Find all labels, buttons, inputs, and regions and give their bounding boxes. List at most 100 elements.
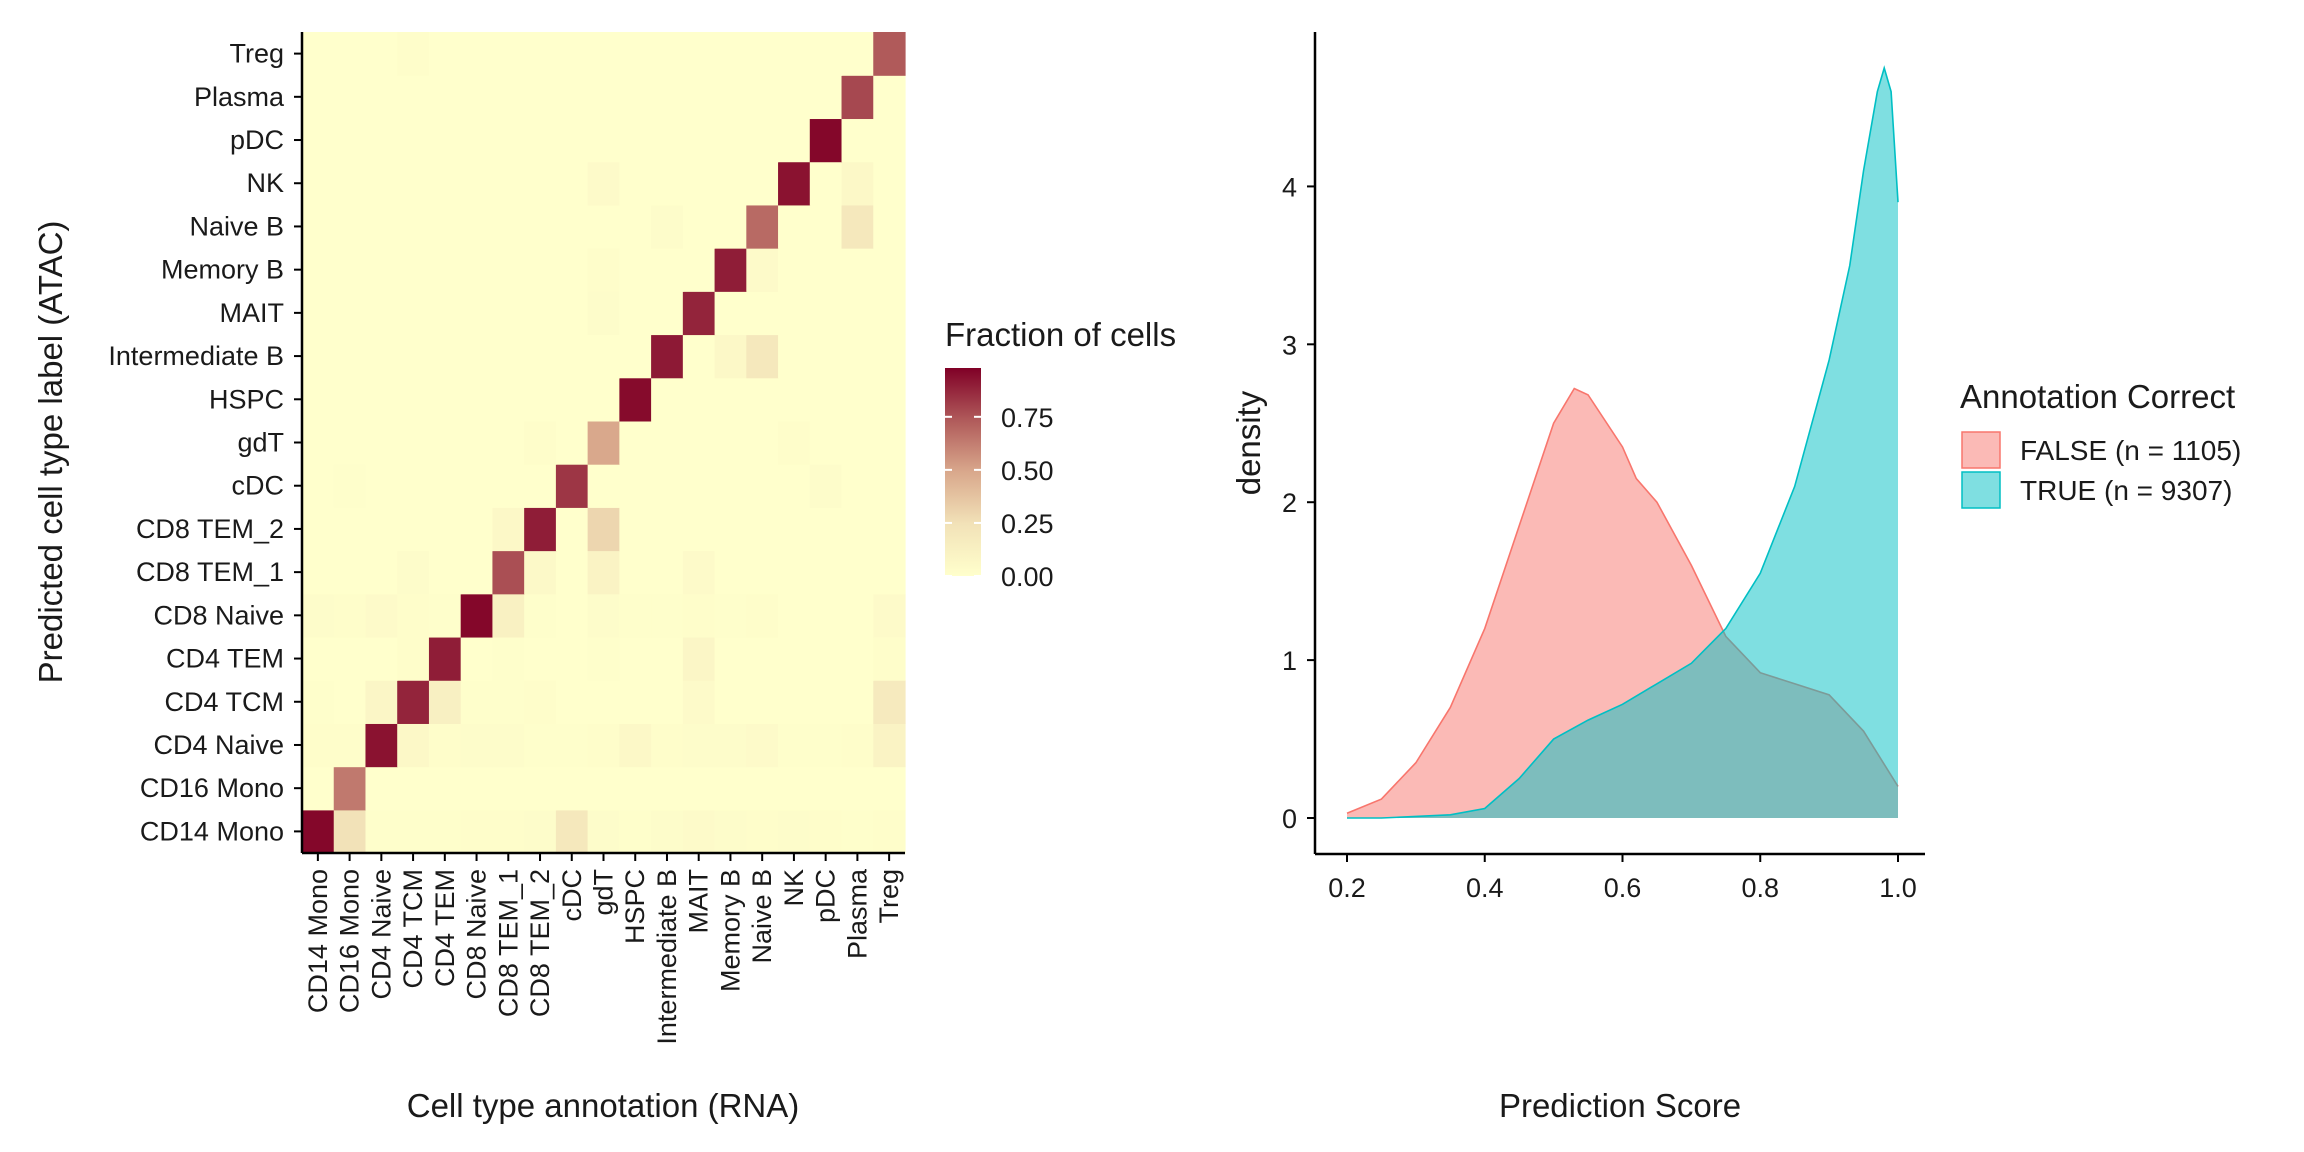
heatmap-cell	[619, 161, 652, 206]
density-areas	[1346, 65, 1899, 819]
heatmap-cell	[619, 248, 652, 292]
colorbar-tick-label: 0.75	[1001, 403, 1054, 433]
density-x-tick-label: 0.2	[1328, 873, 1366, 903]
heatmap-cell	[714, 550, 747, 595]
heatmap-cell	[841, 464, 874, 508]
heatmap-y-tick-label: Intermediate B	[108, 341, 284, 371]
heatmap-cell	[746, 248, 779, 292]
heatmap-cell	[555, 377, 589, 422]
heatmap-cell	[778, 420, 811, 465]
heatmap-y-tick-label: CD4 Naive	[153, 730, 284, 760]
heatmap-cell	[555, 161, 589, 206]
heatmap-cell	[651, 809, 684, 854]
heatmap-cell	[746, 75, 779, 120]
heatmap-x-tick-label: HSPC	[620, 869, 650, 944]
heatmap-x-tick-label: CD8 Naive	[462, 869, 492, 1000]
heatmap-cell	[428, 75, 462, 120]
heatmap-cell	[873, 420, 906, 465]
heatmap-cell	[524, 766, 557, 811]
heatmap-cell	[302, 75, 335, 120]
heatmap-cell	[873, 334, 906, 379]
heatmap-cell	[397, 118, 430, 163]
heatmap-cell	[682, 161, 716, 206]
density-x-tick-label: 0.8	[1741, 873, 1779, 903]
heatmap-cell	[555, 334, 589, 379]
heatmap-cell	[333, 766, 367, 811]
heatmap-cell	[460, 291, 494, 336]
heatmap-cell	[555, 118, 589, 163]
heatmap-cell	[524, 161, 557, 206]
heatmap-cell	[746, 636, 779, 681]
heatmap-cell	[524, 809, 557, 854]
heatmap-x-tick-label: Treg	[874, 869, 904, 924]
heatmap-cell	[714, 766, 747, 811]
heatmap-cell	[619, 766, 652, 811]
density-y-tick-label: 0	[1282, 804, 1297, 834]
heatmap-cell	[302, 809, 335, 854]
legend-swatch	[1961, 431, 2001, 469]
density-x-tick-label: 0.6	[1604, 873, 1642, 903]
heatmap-cell	[841, 161, 874, 206]
heatmap-cell	[302, 248, 335, 292]
heatmap-cell	[778, 377, 811, 422]
heatmap-cell	[619, 593, 652, 638]
heatmap-cell	[619, 636, 652, 681]
heatmap-cell	[460, 248, 494, 292]
heatmap-cell	[587, 75, 620, 120]
heatmap-cell	[333, 204, 367, 249]
heatmap-y-tick-label: CD4 TEM	[166, 644, 284, 674]
heatmap-cell	[365, 636, 398, 681]
heatmap-cell	[682, 204, 716, 249]
colorbar-title: Fraction of cells	[945, 316, 1176, 353]
heatmap-cell	[428, 161, 462, 206]
heatmap-cell	[397, 204, 430, 249]
heatmap-cell	[809, 75, 843, 120]
heatmap-cell	[778, 766, 811, 811]
heatmap-cell	[492, 809, 525, 854]
heatmap-cell	[428, 464, 462, 508]
density-x-ticks: 0.2 0.4 0.6 0.8 1.0	[1328, 854, 1917, 903]
heatmap-cell	[809, 248, 843, 292]
heatmap-cell	[619, 809, 652, 854]
heatmap-cell	[333, 593, 367, 638]
heatmap-cell	[682, 766, 716, 811]
heatmap-cell	[587, 636, 620, 681]
heatmap-cell	[333, 420, 367, 465]
heatmap-cell	[587, 334, 620, 379]
heatmap-cell	[651, 204, 684, 249]
heatmap-cell	[809, 334, 843, 379]
heatmap-x-tick-label: CD16 Mono	[335, 869, 365, 1013]
heatmap-cell	[714, 334, 747, 379]
heatmap-x-tick-label: CD14 Mono	[303, 869, 333, 1013]
heatmap-x-tick-label: gdT	[589, 869, 619, 916]
density-x-tick-label: 0.4	[1466, 873, 1504, 903]
heatmap-cell	[492, 680, 525, 724]
heatmap-cell	[492, 248, 525, 292]
heatmap-cell	[333, 161, 367, 206]
heatmap-cell	[778, 248, 811, 292]
density-y-ticks: 0 1 2 3 4	[1282, 172, 1315, 834]
heatmap-cell	[397, 248, 430, 292]
density-panel: 0.2 0.4 0.6 0.8 1.0 0 1 2 3 4 Prediction Score d…	[1230, 32, 1925, 1124]
heatmap-cell	[873, 75, 906, 120]
heatmap-cell	[492, 507, 525, 552]
heatmap-cell	[682, 118, 716, 163]
heatmap-x-tick-label: Naive B	[747, 869, 777, 964]
heatmap-cell	[555, 593, 589, 638]
heatmap-cell	[841, 204, 874, 249]
heatmap-cell	[619, 118, 652, 163]
heatmap-cell	[428, 636, 462, 681]
heatmap-cell	[587, 766, 620, 811]
heatmap-cell	[778, 291, 811, 336]
density-x-axis-title: Prediction Score	[1499, 1087, 1741, 1124]
heatmap-cell	[651, 680, 684, 724]
heatmap-cell	[619, 204, 652, 249]
heatmap-cell	[302, 334, 335, 379]
heatmap-cell	[397, 550, 430, 595]
heatmap-cell	[651, 161, 684, 206]
density-y-tick-label: 2	[1282, 488, 1297, 518]
heatmap-cell	[651, 248, 684, 292]
heatmap-cell	[841, 118, 874, 163]
heatmap-cell	[555, 75, 589, 120]
